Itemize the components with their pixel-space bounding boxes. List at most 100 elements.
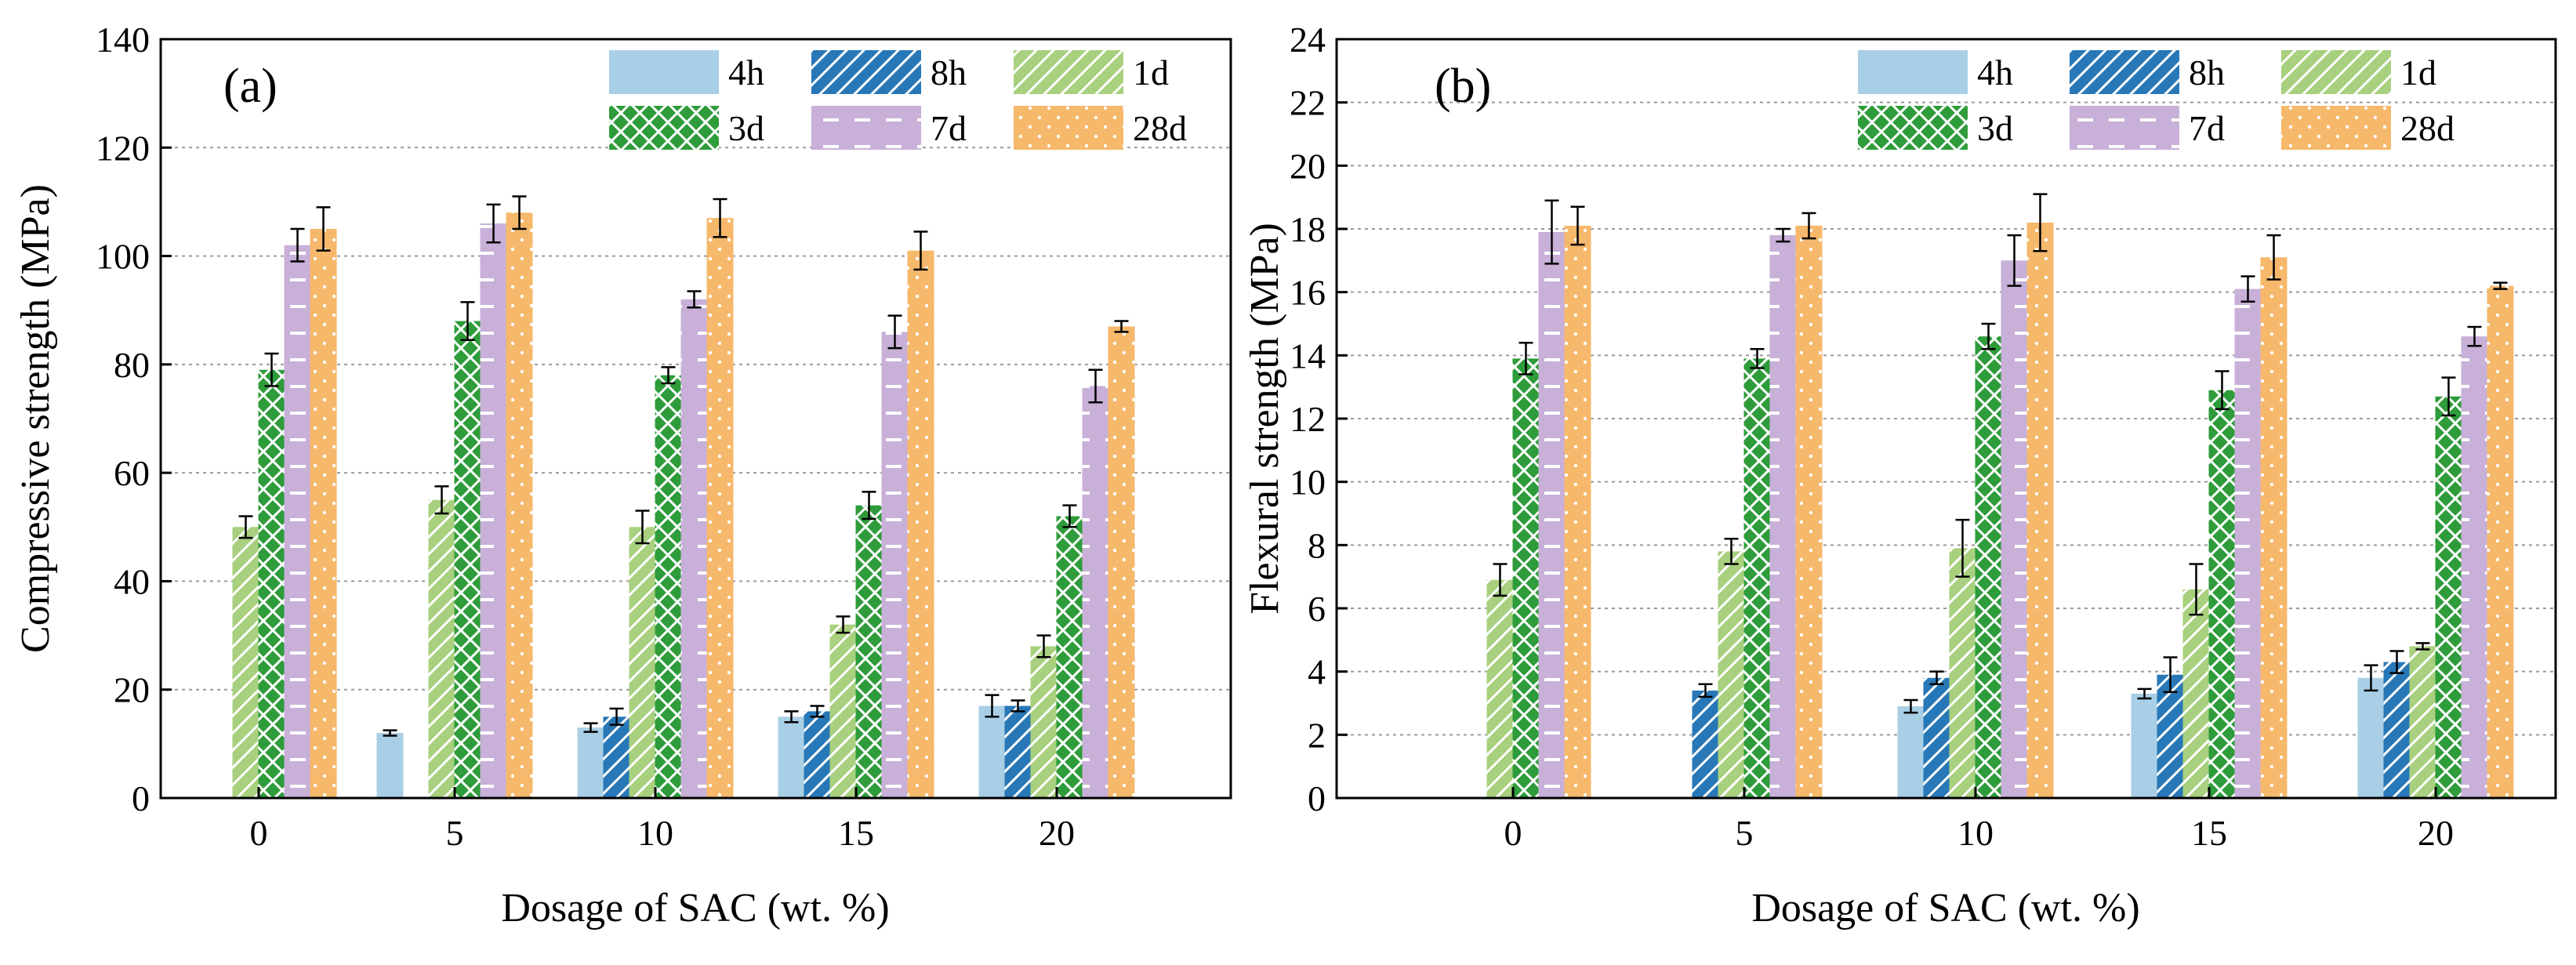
error-bar-4h-5 <box>383 729 397 737</box>
panel-b-bars <box>1486 193 2514 799</box>
bar-28d-5 <box>1795 225 1823 798</box>
bar-3d-10 <box>1975 336 2002 799</box>
bar-1d-0 <box>232 527 259 798</box>
legend-swatch-4h <box>609 50 719 94</box>
y-tick-label: 20 <box>1290 146 1326 186</box>
y-tick-label: 0 <box>1308 778 1326 818</box>
bar-4h-15 <box>778 716 805 798</box>
panel-b-legend: 4h 8h 1d 3d 7d 28d <box>1858 50 2454 150</box>
bar-28d-10 <box>706 218 734 799</box>
y-tick-label: 24 <box>1290 20 1326 60</box>
legend-swatch-1d <box>1014 50 1123 94</box>
bar-28d-15 <box>907 250 934 799</box>
y-tick-label: 2 <box>1308 715 1326 755</box>
y-tick-label: 16 <box>1290 273 1326 313</box>
bar-7d-20 <box>1082 386 1109 798</box>
legend-swatch-8h <box>2070 50 2179 94</box>
legend-label-7d: 7d <box>931 108 967 148</box>
bar-1d-5 <box>428 499 455 798</box>
bar-3d-5 <box>1743 358 1771 798</box>
legend-label-28d: 28d <box>1133 108 1187 148</box>
error-bar-7d-0 <box>1544 199 1559 265</box>
bar-8h-20 <box>1004 706 1032 798</box>
legend-label-7d: 7d <box>2189 108 2225 148</box>
bar-28d-10 <box>2026 222 2054 798</box>
bar-8h-15 <box>804 711 831 798</box>
x-tick-label: 10 <box>1957 813 1994 853</box>
bar-8h-10 <box>603 716 630 798</box>
error-bar-28d-20 <box>2493 281 2508 290</box>
error-bar-1d-0 <box>238 515 253 539</box>
bar-8h-20 <box>2383 662 2411 798</box>
legend-swatch-7d <box>811 106 921 150</box>
bar-3d-0 <box>1512 358 1540 798</box>
y-tick-label: 14 <box>1290 336 1326 375</box>
y-tick-label: 8 <box>1308 525 1326 565</box>
bar-7d-20 <box>2461 336 2488 799</box>
bar-7d-0 <box>284 245 311 798</box>
panel-a-plot-frame <box>159 38 1232 800</box>
panel-b-x-axis-title: Dosage of SAC (wt. %) <box>1751 886 2139 931</box>
error-bar-28d-10 <box>2033 193 2048 252</box>
error-bar-3d-15 <box>2215 370 2230 411</box>
bar-1d-15 <box>829 624 857 798</box>
error-bar-1d-5 <box>434 485 449 515</box>
error-bar-1d-10 <box>635 510 650 545</box>
panel-b-label: (b) <box>1435 60 1491 113</box>
error-bar-4h-10 <box>583 722 598 733</box>
error-bar-28d-15 <box>2266 234 2281 281</box>
y-tick-label: 80 <box>114 345 150 385</box>
legend-swatch-8h <box>811 50 921 94</box>
legend-swatch-4h <box>1858 50 1968 94</box>
legend-swatch-7d <box>2070 106 2179 150</box>
bar-7d-10 <box>680 299 708 798</box>
legend-label-4h: 4h <box>728 53 764 93</box>
bar-1d-5 <box>1718 551 1745 798</box>
bar-28d-0 <box>310 229 337 798</box>
legend-swatch-3d <box>609 106 719 150</box>
panel-b-y-axis-title: Flexural strength (MPa) <box>1243 223 1287 615</box>
bar-1d-10 <box>629 527 656 798</box>
bar-1d-15 <box>2182 589 2210 798</box>
bar-3d-15 <box>855 505 883 798</box>
legend-label-3d: 3d <box>1977 108 2013 148</box>
panel-a-y-axis-title: Compressive strength (MPa) <box>13 184 58 653</box>
x-tick-label: 20 <box>1039 813 1075 853</box>
error-bar-7d-5 <box>486 203 501 244</box>
error-bar-1d-20 <box>2415 642 2430 651</box>
panel-a-x-axis-title: Dosage of SAC (wt. %) <box>501 886 889 931</box>
error-bar-3d-0 <box>1518 341 1533 375</box>
panel-a-legend: 4h 8h 1d 3d 7d 28d <box>609 50 1187 150</box>
bar-4h-20 <box>978 706 1006 798</box>
error-bar-1d-5 <box>1724 538 1739 565</box>
bar-7d-15 <box>881 332 909 798</box>
legend-label-4h: 4h <box>1977 53 2013 93</box>
error-bar-1d-15 <box>836 615 851 634</box>
y-tick-label: 0 <box>132 778 150 818</box>
y-tick-label: 120 <box>96 128 150 168</box>
bar-7d-10 <box>2001 260 2028 798</box>
error-bar-8h-15 <box>2163 656 2178 694</box>
error-bar-1d-15 <box>2189 563 2204 616</box>
bar-7d-0 <box>1538 232 1566 798</box>
error-bar-3d-15 <box>862 491 876 521</box>
x-tick-label: 0 <box>250 813 268 853</box>
bar-8h-15 <box>2157 674 2184 798</box>
bar-3d-0 <box>258 369 285 798</box>
bar-28d-20 <box>2487 285 2514 799</box>
bar-8h-10 <box>1923 677 1950 798</box>
error-bar-3d-5 <box>460 301 475 341</box>
x-tick-label: 0 <box>1504 813 1522 853</box>
error-bar-3d-5 <box>1750 348 1765 369</box>
y-tick-label: 18 <box>1290 209 1326 249</box>
panel-a-ticks: 0 20 40 60 80 100 120 140 0 5 10 15 20 <box>96 20 1075 853</box>
error-bar-28d-0 <box>316 206 331 252</box>
error-bar-8h-20 <box>1010 699 1025 713</box>
error-bar-28d-15 <box>913 230 928 271</box>
error-bar-28d-10 <box>713 198 727 238</box>
error-bar-3d-0 <box>264 352 279 387</box>
error-bar-7d-5 <box>1776 227 1791 243</box>
legend-label-28d: 28d <box>2400 108 2454 148</box>
